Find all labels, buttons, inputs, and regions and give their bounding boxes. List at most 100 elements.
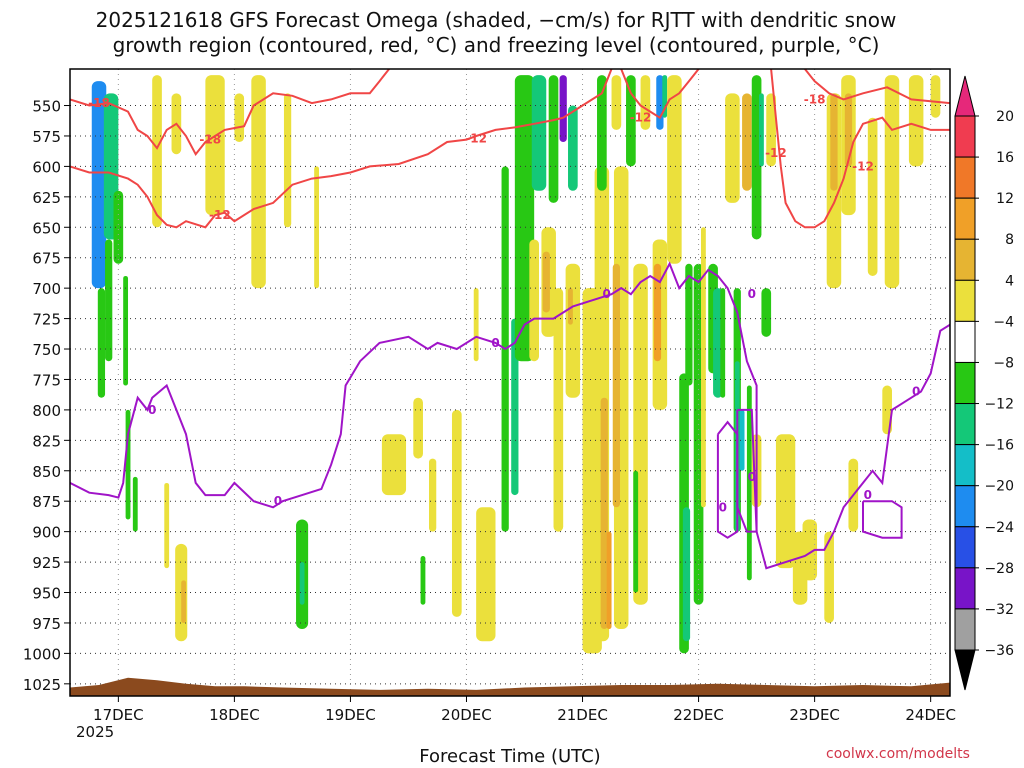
- contour-label-freezing: 0: [274, 494, 282, 508]
- colorbar-label: 8: [1005, 232, 1014, 248]
- colorbar-cell: [954, 608, 976, 651]
- colorbar: 20 16 12 8 4 −4 −8 −12 −16 −20 −24 −28 −32 −36: [954, 75, 1014, 691]
- omega-cell: [568, 105, 578, 191]
- y-tick-label: 600: [32, 158, 61, 176]
- omega-cell: [314, 166, 320, 289]
- dgz-minus18-line: [70, 69, 390, 157]
- colorbar-label: −20: [984, 479, 1014, 495]
- y-tick-label: 750: [32, 341, 61, 359]
- colorbar-cell: [954, 320, 976, 363]
- omega-cell: [476, 507, 496, 642]
- omega-cell: [553, 288, 564, 532]
- omega-cell: [91, 81, 107, 289]
- omega-cell: [548, 75, 559, 203]
- colorbar-label: −4: [993, 314, 1014, 330]
- omega-cell: [251, 75, 266, 289]
- omega-cell: [685, 263, 693, 386]
- omega-cell: [930, 75, 941, 118]
- omega-cell: [667, 75, 682, 264]
- omega-cell: [725, 93, 740, 203]
- y-tick-label: 1000: [23, 645, 61, 663]
- y-tick-label: 625: [32, 189, 61, 207]
- contour-label-freezing: 0: [864, 488, 872, 502]
- contour-label-minus18: -18: [88, 96, 110, 110]
- colorbar-cell: [954, 279, 976, 322]
- y-tick-label: 1025: [23, 676, 61, 694]
- colorbar-cell: [954, 485, 976, 528]
- x-axis-label: Forecast Time (UTC): [419, 746, 600, 767]
- omega-cell: [606, 531, 612, 630]
- omega-cell: [700, 227, 706, 508]
- x-axis: 17DEC 18DEC 19DEC 20DEC 21DEC 22DEC 23DEC 24DEC: [93, 696, 956, 724]
- omega-cell: [205, 75, 225, 216]
- contour-label-minus12: -12: [852, 159, 874, 173]
- colorbar-label: −24: [984, 520, 1014, 536]
- omega-cell: [97, 288, 106, 398]
- x-tick-label: 19DEC: [325, 706, 376, 724]
- omega-cell: [381, 434, 407, 496]
- omega-cell: [473, 288, 479, 362]
- omega-cell: [565, 263, 581, 398]
- omega-cell: [531, 75, 547, 191]
- colorbar-label: −12: [984, 397, 1014, 413]
- dgz-minus12-line: [70, 69, 613, 229]
- y-tick-label: 775: [32, 371, 61, 389]
- omega-cell: [759, 93, 764, 167]
- plot-area: -18 -18 -18 -12 -12 -12 -12 -12 0 0 0 0 0 0 0 0 0: [70, 69, 950, 696]
- y-tick-label: 725: [32, 311, 61, 329]
- contour-label-freezing: 0: [748, 287, 756, 301]
- y-tick-label: 950: [32, 585, 61, 603]
- colorbar-top-arrow: [954, 75, 976, 117]
- colorbar-label: 4: [1005, 273, 1014, 289]
- omega-cell: [529, 239, 540, 362]
- omega-cell: [824, 531, 834, 623]
- omega-shading: [91, 75, 941, 654]
- omega-cell: [429, 458, 437, 532]
- omega-cell: [152, 75, 162, 228]
- contour-label-minus12: -12: [209, 208, 231, 222]
- omega-cell: [234, 93, 245, 143]
- contour-label-freezing: 0: [912, 385, 920, 399]
- contour-label-minus18: -18: [199, 133, 221, 147]
- freezing-level-loop: [736, 408, 758, 533]
- dgz-minus12-line: [770, 69, 950, 229]
- omega-cell: [682, 507, 691, 642]
- y-tick-label: 875: [32, 493, 61, 511]
- contour-label-minus12: -12: [765, 146, 787, 160]
- omega-cell: [612, 263, 620, 508]
- colorbar-bottom-arrow: [954, 649, 976, 691]
- plot-frame: [69, 68, 951, 697]
- contour-label-freezing: 0: [719, 500, 727, 514]
- y-tick-label: 675: [32, 250, 61, 268]
- omega-cell: [611, 75, 622, 130]
- chart-title-line2: growth region (contoured, red, °C) and f…: [113, 33, 880, 57]
- omega-cell: [164, 482, 170, 569]
- colorbar-label: −36: [984, 643, 1014, 659]
- contour-label-freezing: 0: [148, 403, 156, 417]
- y-tick-label: 575: [32, 128, 61, 146]
- colorbar-cell: [954, 361, 976, 405]
- y-tick-label: 700: [32, 280, 61, 298]
- contours: -18 -18 -18 -12 -12 -12 -12 -12 0 0 0 0 0 0 0 0 0: [70, 69, 950, 570]
- omega-cell: [123, 275, 129, 386]
- omega-cell: [559, 75, 567, 143]
- omega-cell: [844, 93, 853, 167]
- omega-cell: [413, 397, 423, 459]
- y-tick-label: 550: [32, 98, 61, 116]
- freezing-level-loop: [862, 500, 903, 539]
- omega-cell: [766, 93, 776, 167]
- grid: [70, 69, 950, 696]
- colorbar-cell: [954, 197, 976, 240]
- colorbar-label: 12: [996, 191, 1014, 207]
- omega-cell: [884, 75, 900, 289]
- omega-cell: [830, 93, 838, 191]
- omega-cell: [640, 75, 651, 130]
- omega-cell: [511, 318, 519, 496]
- omega-cell: [568, 288, 573, 325]
- y-tick-label: 975: [32, 615, 61, 633]
- colorbar-cell: [954, 238, 976, 281]
- colorbar-label: −32: [984, 602, 1014, 618]
- dgz-minus18-line: [804, 69, 950, 105]
- omega-cell: [761, 288, 772, 337]
